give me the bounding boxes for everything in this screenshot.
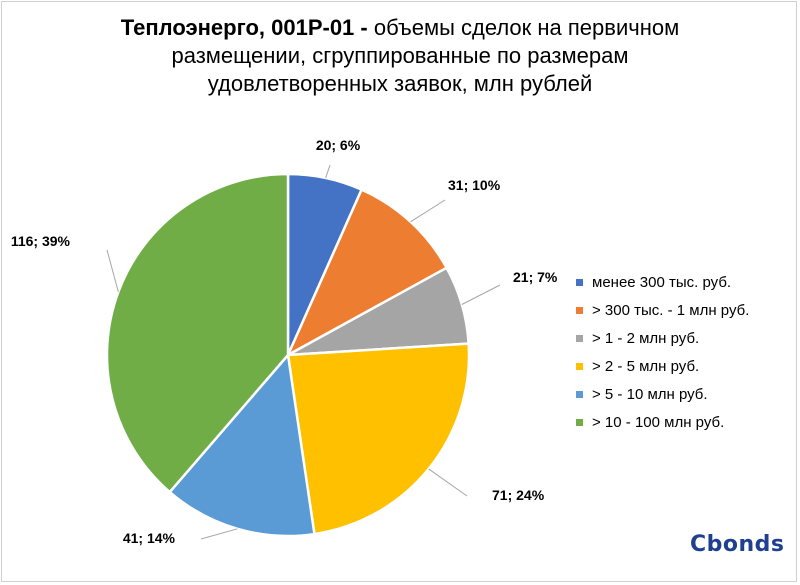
pie-slice-5 <box>167 352 316 538</box>
data-label-5: 41; 14% <box>123 530 176 546</box>
legend-label: менее 300 тыс. руб. <box>592 273 732 291</box>
legend-item-2: > 300 тыс. - 1 млн руб. <box>576 296 749 324</box>
legend-swatch <box>576 418 583 426</box>
title-line-3: удовлетворенных заявок, млн рублей <box>207 71 593 96</box>
data-label-4: 71; 24% <box>492 487 545 503</box>
legend-item-3: > 1 - 2 млн руб. <box>576 324 749 352</box>
title-bold-part: Теплоэнерго, 001Р-01 - <box>120 15 368 40</box>
data-label-3: 21; 7% <box>513 269 558 285</box>
legend-label: > 10 - 100 млн руб. <box>592 413 725 431</box>
legend-swatch <box>576 390 583 398</box>
leader-line-2 <box>410 199 446 223</box>
data-label-2: 31; 10% <box>448 177 501 193</box>
title-line-1-rest: объемы сделок на первичном <box>367 15 680 40</box>
leader-line-6 <box>106 249 119 293</box>
legend-label: > 300 тыс. - 1 млн руб. <box>592 301 750 319</box>
pie-slice-6 <box>105 172 290 494</box>
leader-line-5 <box>200 528 238 540</box>
pie-slice-4 <box>286 342 471 536</box>
legend-label: > 1 - 2 млн руб. <box>592 329 700 347</box>
leader-line-3 <box>461 284 501 305</box>
legend-swatch <box>576 306 583 314</box>
pie-slice-2 <box>285 187 449 358</box>
legend-item-5: > 5 - 10 млн руб. <box>576 380 749 408</box>
title-line-2: размещении, сгруппированные по размерам <box>171 43 629 68</box>
legend-swatch <box>576 334 583 342</box>
data-label-1: 20; 6% <box>316 137 361 153</box>
legend-item-6: > 10 - 100 млн руб. <box>576 408 749 436</box>
legend-item-1: менее 300 тыс. руб. <box>576 268 749 296</box>
legend-swatch <box>576 362 583 370</box>
leader-line-1 <box>325 164 331 179</box>
legend-item-4: > 2 - 5 млн руб. <box>576 352 749 380</box>
cbonds-logo: Cbonds <box>690 532 785 557</box>
leader-line-4 <box>428 468 468 497</box>
data-label-6: 116; 39% <box>11 233 71 249</box>
chart-title: Теплоэнерго, 001Р-01 - объемы сделок на … <box>60 14 740 98</box>
legend-label: > 2 - 5 млн руб. <box>592 357 700 375</box>
legend-label: > 5 - 10 млн руб. <box>592 385 708 403</box>
legend-swatch <box>576 278 583 286</box>
chart-legend: менее 300 тыс. руб. > 300 тыс. - 1 млн ру… <box>576 268 749 436</box>
